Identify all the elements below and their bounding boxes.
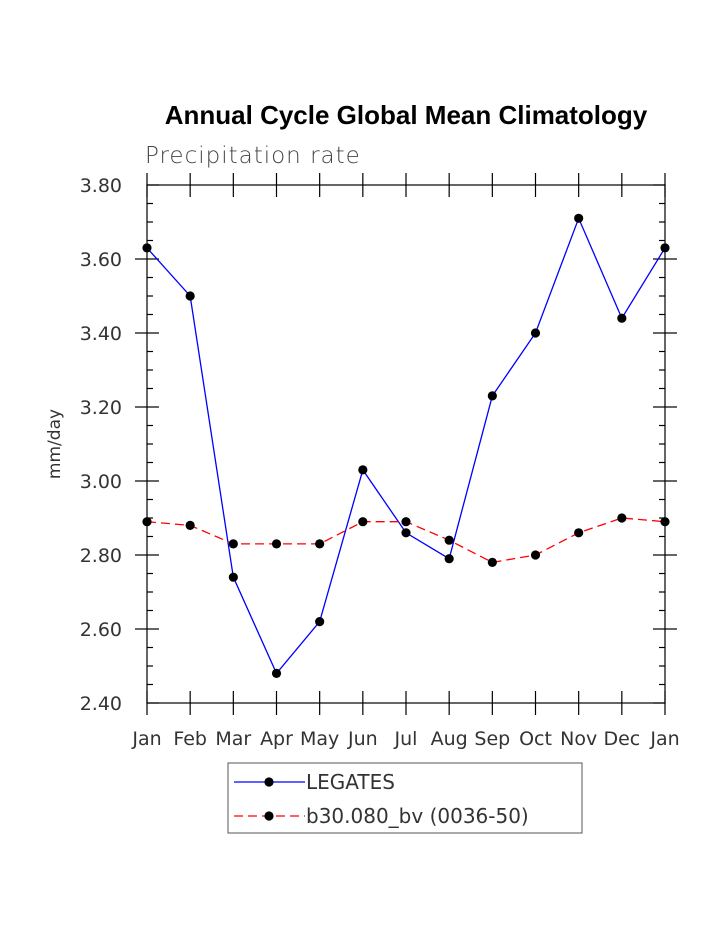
x-tick-label: Jan xyxy=(131,728,161,750)
data-point xyxy=(228,572,238,582)
data-point xyxy=(617,513,627,523)
data-point xyxy=(185,291,195,301)
x-tick-label: May xyxy=(300,728,339,750)
chart-title: Annual Cycle Global Mean Climatology xyxy=(165,100,648,130)
chart-subtitle: Precipitation rate xyxy=(145,143,361,169)
data-point xyxy=(487,391,497,401)
data-point xyxy=(574,213,584,223)
data-point xyxy=(487,557,497,568)
y-tick-label: 3.20 xyxy=(80,397,122,419)
legend-label: LEGATES xyxy=(306,770,395,794)
plot-frame xyxy=(146,184,666,704)
legend-box xyxy=(227,762,583,834)
x-tick-label: Sep xyxy=(474,728,510,750)
y-tick-labels: 2.40 2.60 2.80 3.00 3.20 3.40 3.60 3.80 xyxy=(80,175,122,715)
data-point xyxy=(574,528,584,538)
y-axis-label: mm/day xyxy=(45,409,65,479)
legend-swatch-marker xyxy=(264,777,274,787)
x-tick-label: Jun xyxy=(347,728,378,750)
series-b30-080-bv xyxy=(142,513,670,568)
x-tick-label: Feb xyxy=(173,728,207,750)
data-point xyxy=(358,517,368,527)
legend-label: b30.080_bv (0036-50) xyxy=(306,804,529,828)
x-tick-label: Jan xyxy=(649,728,679,750)
data-point xyxy=(142,243,152,253)
y-tick-label: 3.40 xyxy=(80,323,122,345)
data-point xyxy=(530,328,541,338)
legend: LEGATES b30.080_bv (0036-50) xyxy=(227,762,583,834)
data-point xyxy=(660,243,670,253)
data-point xyxy=(142,517,152,527)
x-tick-label: Apr xyxy=(260,728,293,750)
x-tick-label: Oct xyxy=(519,728,552,750)
data-point xyxy=(617,313,627,323)
y-tick-label: 3.80 xyxy=(80,175,122,197)
data-point xyxy=(228,539,238,549)
data-point xyxy=(444,535,454,545)
data-point xyxy=(530,550,541,560)
legend-swatch-marker xyxy=(264,811,274,821)
data-point xyxy=(401,528,411,538)
data-point xyxy=(660,517,670,527)
y-tick-label: 3.60 xyxy=(80,249,122,271)
series-line xyxy=(146,216,666,675)
y-tick-label: 2.40 xyxy=(80,693,122,715)
y-tick-label: 2.60 xyxy=(80,619,122,641)
data-point xyxy=(271,539,282,549)
y-tick-label: 2.80 xyxy=(80,545,122,567)
x-tick-label: Dec xyxy=(603,728,640,750)
data-point xyxy=(358,465,368,475)
data-point xyxy=(271,668,282,679)
x-tick-labels: Jan Feb Mar Apr May Jun Jul Aug Sep Oct Nov Dec Jan xyxy=(131,728,679,750)
series-layer xyxy=(142,213,670,679)
x-tick-label: Jul xyxy=(394,728,418,750)
x-tick-label: Mar xyxy=(215,728,251,750)
data-point xyxy=(185,520,195,531)
x-tick-label: Nov xyxy=(560,728,597,750)
axes-ticks xyxy=(135,173,677,715)
data-point xyxy=(315,617,325,627)
x-tick-label: Aug xyxy=(431,728,468,750)
series-legates xyxy=(142,213,670,679)
data-point xyxy=(444,554,454,564)
y-tick-label: 3.00 xyxy=(80,471,122,493)
data-point xyxy=(315,539,325,549)
data-point xyxy=(401,517,411,527)
